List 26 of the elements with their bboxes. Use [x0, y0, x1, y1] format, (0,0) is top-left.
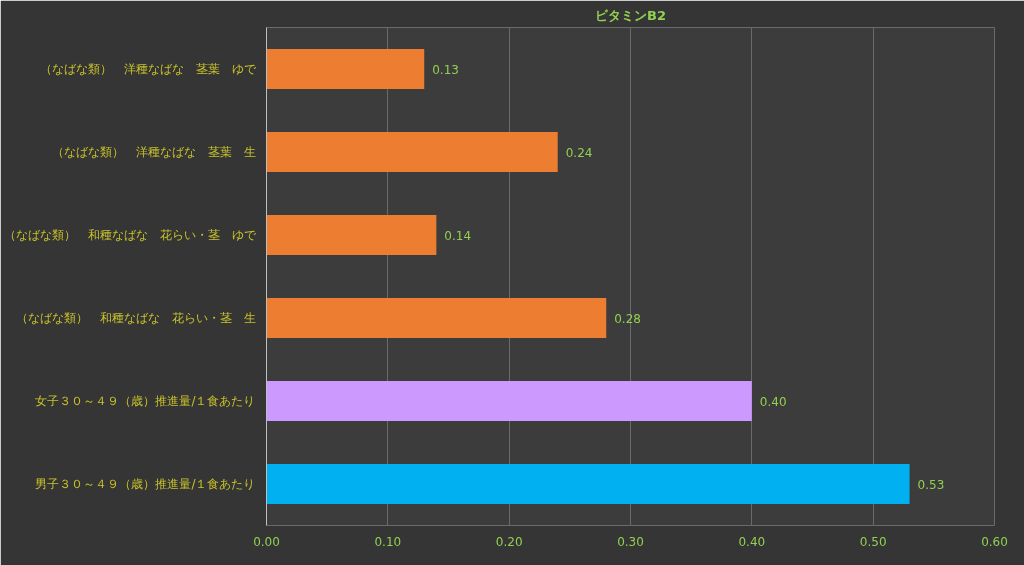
y-tick-label: （なばな類） 洋種なばな 茎葉 生 [51, 145, 256, 159]
y-tick-label: 女子３０～４９（歳）推進量/１食あたり [35, 394, 256, 408]
x-tick-label: 0.00 [253, 534, 280, 549]
chart-title: ビタミンB2 [595, 7, 666, 23]
bar [266, 215, 437, 255]
y-tick-label: 男子３０～４９（歳）推進量/１食あたり [35, 477, 256, 491]
data-label: 0.14 [444, 228, 472, 243]
data-label: 0.24 [565, 145, 593, 160]
bar [266, 49, 425, 89]
y-tick-label: （なばな類） 和種なばな 花らい・茎 生 [15, 311, 256, 325]
x-tick-label: 0.10 [374, 534, 402, 549]
bar [266, 298, 607, 338]
x-tick-label: 0.50 [859, 534, 887, 549]
x-tick-label: 0.40 [738, 534, 766, 549]
y-tick-label: （なばな類） 和種なばな 花らい・茎 ゆで [3, 228, 257, 242]
data-label: 0.53 [917, 477, 945, 492]
x-tick-label: 0.20 [495, 534, 523, 549]
bar [266, 381, 752, 421]
data-label: 0.40 [759, 394, 787, 409]
data-label: 0.13 [432, 62, 459, 77]
data-label: 0.28 [614, 311, 641, 326]
bar [266, 464, 910, 504]
x-tick-label: 0.30 [617, 534, 644, 549]
x-tick-label: 0.60 [981, 534, 1008, 549]
y-tick-label: （なばな類） 洋種なばな 茎葉 ゆで [39, 62, 257, 76]
bar [266, 132, 558, 172]
